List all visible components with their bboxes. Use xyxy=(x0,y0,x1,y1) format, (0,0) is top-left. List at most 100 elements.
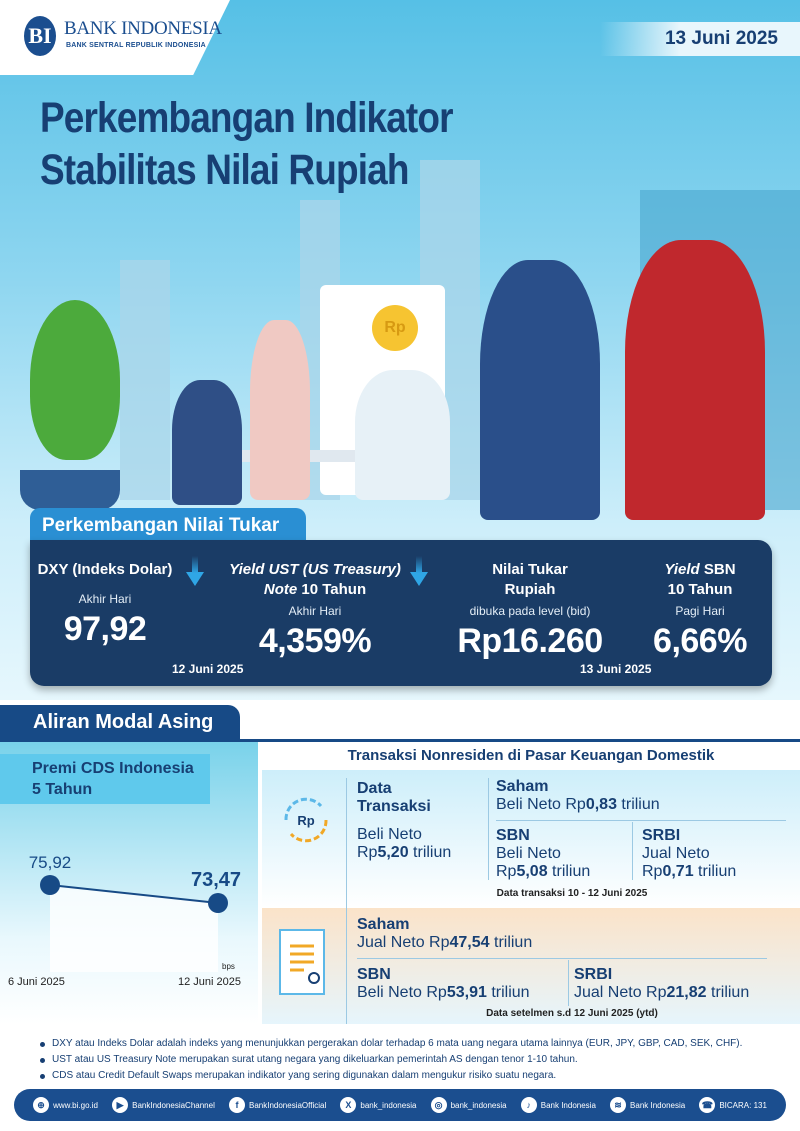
globe-icon: ⊕ xyxy=(33,1097,50,1113)
transaksi-panel: Transaksi Nonresiden di Pasar Keuangan D… xyxy=(262,742,800,1024)
indicator-label: DXY (Indeks Dolar) xyxy=(37,561,173,578)
footnote: UST atau US Treasury Note merupakan sura… xyxy=(40,1052,742,1068)
document-certificate-icon xyxy=(279,929,325,995)
srbi-text: Jual Neto xyxy=(642,845,710,862)
series-line xyxy=(49,884,219,904)
footer-link-text: BICARA: 131 xyxy=(719,1100,767,1110)
tiktok-icon: ♪ xyxy=(520,1097,537,1113)
data-point xyxy=(208,893,228,913)
date-left: 12 Juni 2025 xyxy=(172,662,244,676)
section-tab-nilai-tukar: Perkembangan Nilai Tukar xyxy=(30,508,306,542)
youtube-icon: ▶ xyxy=(112,1097,129,1113)
ytd-saham-value: Jual Neto Rp47,54 triliun xyxy=(357,934,533,951)
spotify-icon: ≋ xyxy=(610,1097,627,1113)
footer-link-text: BankIndonesiaOfficial xyxy=(249,1100,327,1110)
footer-link[interactable]: f BankIndonesiaOfficial xyxy=(229,1097,326,1113)
footer-link-text: bank_indonesia xyxy=(360,1100,417,1110)
footer-link[interactable]: ♪ Bank Indonesia xyxy=(520,1097,596,1113)
indicator-label-2: Rupiah xyxy=(504,581,556,598)
facebook-icon: f xyxy=(229,1097,245,1113)
srbi-value: Rp0,71 triliun xyxy=(642,863,737,880)
indicator-dxy: DXY (Indeks Dolar) Akhir Hari 97,92 xyxy=(30,560,180,649)
indicator-label: Nilai Tukar xyxy=(492,561,568,578)
indicator-sub: Pagi Hari xyxy=(675,604,725,618)
saham-value: Beli Neto Rp0,83 triliun xyxy=(496,796,660,813)
cds-chart: 75,92 73,47 xyxy=(29,853,241,972)
ytd-note: Data setelmen s.d 12 Juni 2025 (ytd) xyxy=(486,1008,658,1019)
indicator-nilai-tukar: Nilai Tukar Rupiah dibuka pada level (bi… xyxy=(435,560,625,661)
logo-name: BANK INDONESIA xyxy=(64,18,222,39)
svg-text:Rp: Rp xyxy=(297,813,314,828)
arrow-down-icon xyxy=(186,556,204,586)
footer-link[interactable]: ◎ bank_indonesia xyxy=(430,1097,507,1113)
footer-link-text: BankIndonesiaChannel xyxy=(132,1100,215,1110)
sbn-label: SBN xyxy=(496,827,530,844)
section-tab-aliran-modal: Aliran Modal Asing xyxy=(0,705,240,741)
title-line-2: Stabilitas Nilai Rupiah xyxy=(40,146,409,194)
plant-pot xyxy=(20,470,120,510)
ytd-saham-label: Saham xyxy=(357,916,410,933)
footnote: CDS atau Credit Default Swaps merupakan … xyxy=(40,1068,742,1084)
indicator-value: 97,92 xyxy=(63,610,147,648)
data-label: Data xyxy=(357,780,392,797)
ytd-srbi-label: SRBI xyxy=(574,966,613,983)
cds-title-line-1: Premi CDS Indonesia xyxy=(32,760,194,777)
page-title: Perkembangan Indikator Stabilitas Nilai … xyxy=(40,92,453,196)
footer-link[interactable]: ☎ BICARA: 131 xyxy=(699,1097,767,1113)
cds-title: Premi CDS Indonesia 5 Tahun xyxy=(0,754,210,804)
sbn-text: Beli Neto xyxy=(496,845,561,862)
publish-date: 13 Juni 2025 xyxy=(600,22,800,56)
ytd-sbn-label: SBN xyxy=(357,966,391,983)
bank-indonesia-logo-icon: BI xyxy=(24,16,56,56)
sbn-value: Rp5,08 triliun xyxy=(496,863,591,880)
transaksi-title: Transaksi Nonresiden di Pasar Keuangan D… xyxy=(262,742,800,770)
footer-link-text: bank_indonesia xyxy=(450,1100,507,1110)
ytd-sbn-value: Beli Neto Rp53,91 triliun xyxy=(357,984,530,1001)
indicator-label-2: 10 Tahun xyxy=(667,581,733,598)
rupiah-cycle-icon: Rp xyxy=(284,797,328,843)
transaksi-weekly: Rp Data Transaksi Beli Neto Rp5,20 trili… xyxy=(262,770,800,908)
area-fill xyxy=(50,885,218,972)
cds-title-line-2: 5 Tahun xyxy=(32,781,93,798)
indicator-label: SBN xyxy=(699,561,736,578)
logo-subtitle: BANK SENTRAL REPUBLIK INDONESIA xyxy=(66,42,206,49)
footer-link-text: Bank Indonesia xyxy=(630,1100,686,1110)
total-text: Beli Neto xyxy=(357,826,422,843)
ytd-srbi-value: Jual Neto Rp21,82 triliun xyxy=(574,984,750,1001)
indicator-label-2: 10 Tahun xyxy=(297,581,367,598)
bicara-icon: ☎ xyxy=(699,1097,716,1113)
indicator-label: Yield UST (US Treasury) xyxy=(229,561,401,578)
transaksi-ytd: Saham Jual Neto Rp47,54 triliun SBN Beli… xyxy=(262,908,800,1024)
indicator-yield-sbn: Yield SBN 10 Tahun Pagi Hari 6,66% xyxy=(630,560,770,661)
title-line-1: Perkembangan Indikator xyxy=(40,94,453,142)
indicator-label-italic: Yield xyxy=(664,561,700,578)
indicator-sub: dibuka pada level (bid) xyxy=(469,604,591,618)
x-icon: X xyxy=(340,1097,357,1113)
plant xyxy=(30,300,120,460)
footnotes: DXY atau Indeks Dolar adalah indeks yang… xyxy=(40,1036,742,1084)
rupiah-coin: Rp xyxy=(372,305,418,351)
social-footer: ⊕ www.bi.go.id ▶ BankIndonesiaChannel f BankI… xyxy=(14,1089,786,1121)
srbi-label: SRBI xyxy=(642,827,681,844)
x-tick-label: 6 Juni 2025 xyxy=(8,976,65,988)
footer-link-text: Bank Indonesia xyxy=(540,1100,596,1110)
person-man-seated xyxy=(355,370,450,500)
person-man-folder xyxy=(625,240,765,520)
building xyxy=(120,260,170,500)
footer-link[interactable]: ▶ BankIndonesiaChannel xyxy=(112,1097,215,1113)
date-right: 13 Juni 2025 xyxy=(580,662,652,676)
x-tick-label: 12 Juni 2025 xyxy=(178,976,241,988)
footer-link[interactable]: ≋ Bank Indonesia xyxy=(610,1097,685,1113)
instagram-icon: ◎ xyxy=(430,1097,447,1113)
data-label: 75,92 xyxy=(29,853,72,872)
total-value: Rp5,20 triliun xyxy=(357,844,452,861)
unit-label: bps xyxy=(222,962,235,971)
indicator-value: 4,359% xyxy=(258,622,372,660)
footer-link[interactable]: ⊕ www.bi.go.id xyxy=(33,1097,98,1113)
arrow-down-icon xyxy=(410,556,428,586)
saham-label: Saham xyxy=(496,778,549,795)
person-woman-coffee xyxy=(480,260,600,520)
indicator-sub: Akhir Hari xyxy=(288,604,342,618)
data-label: 73,47 xyxy=(191,869,241,891)
